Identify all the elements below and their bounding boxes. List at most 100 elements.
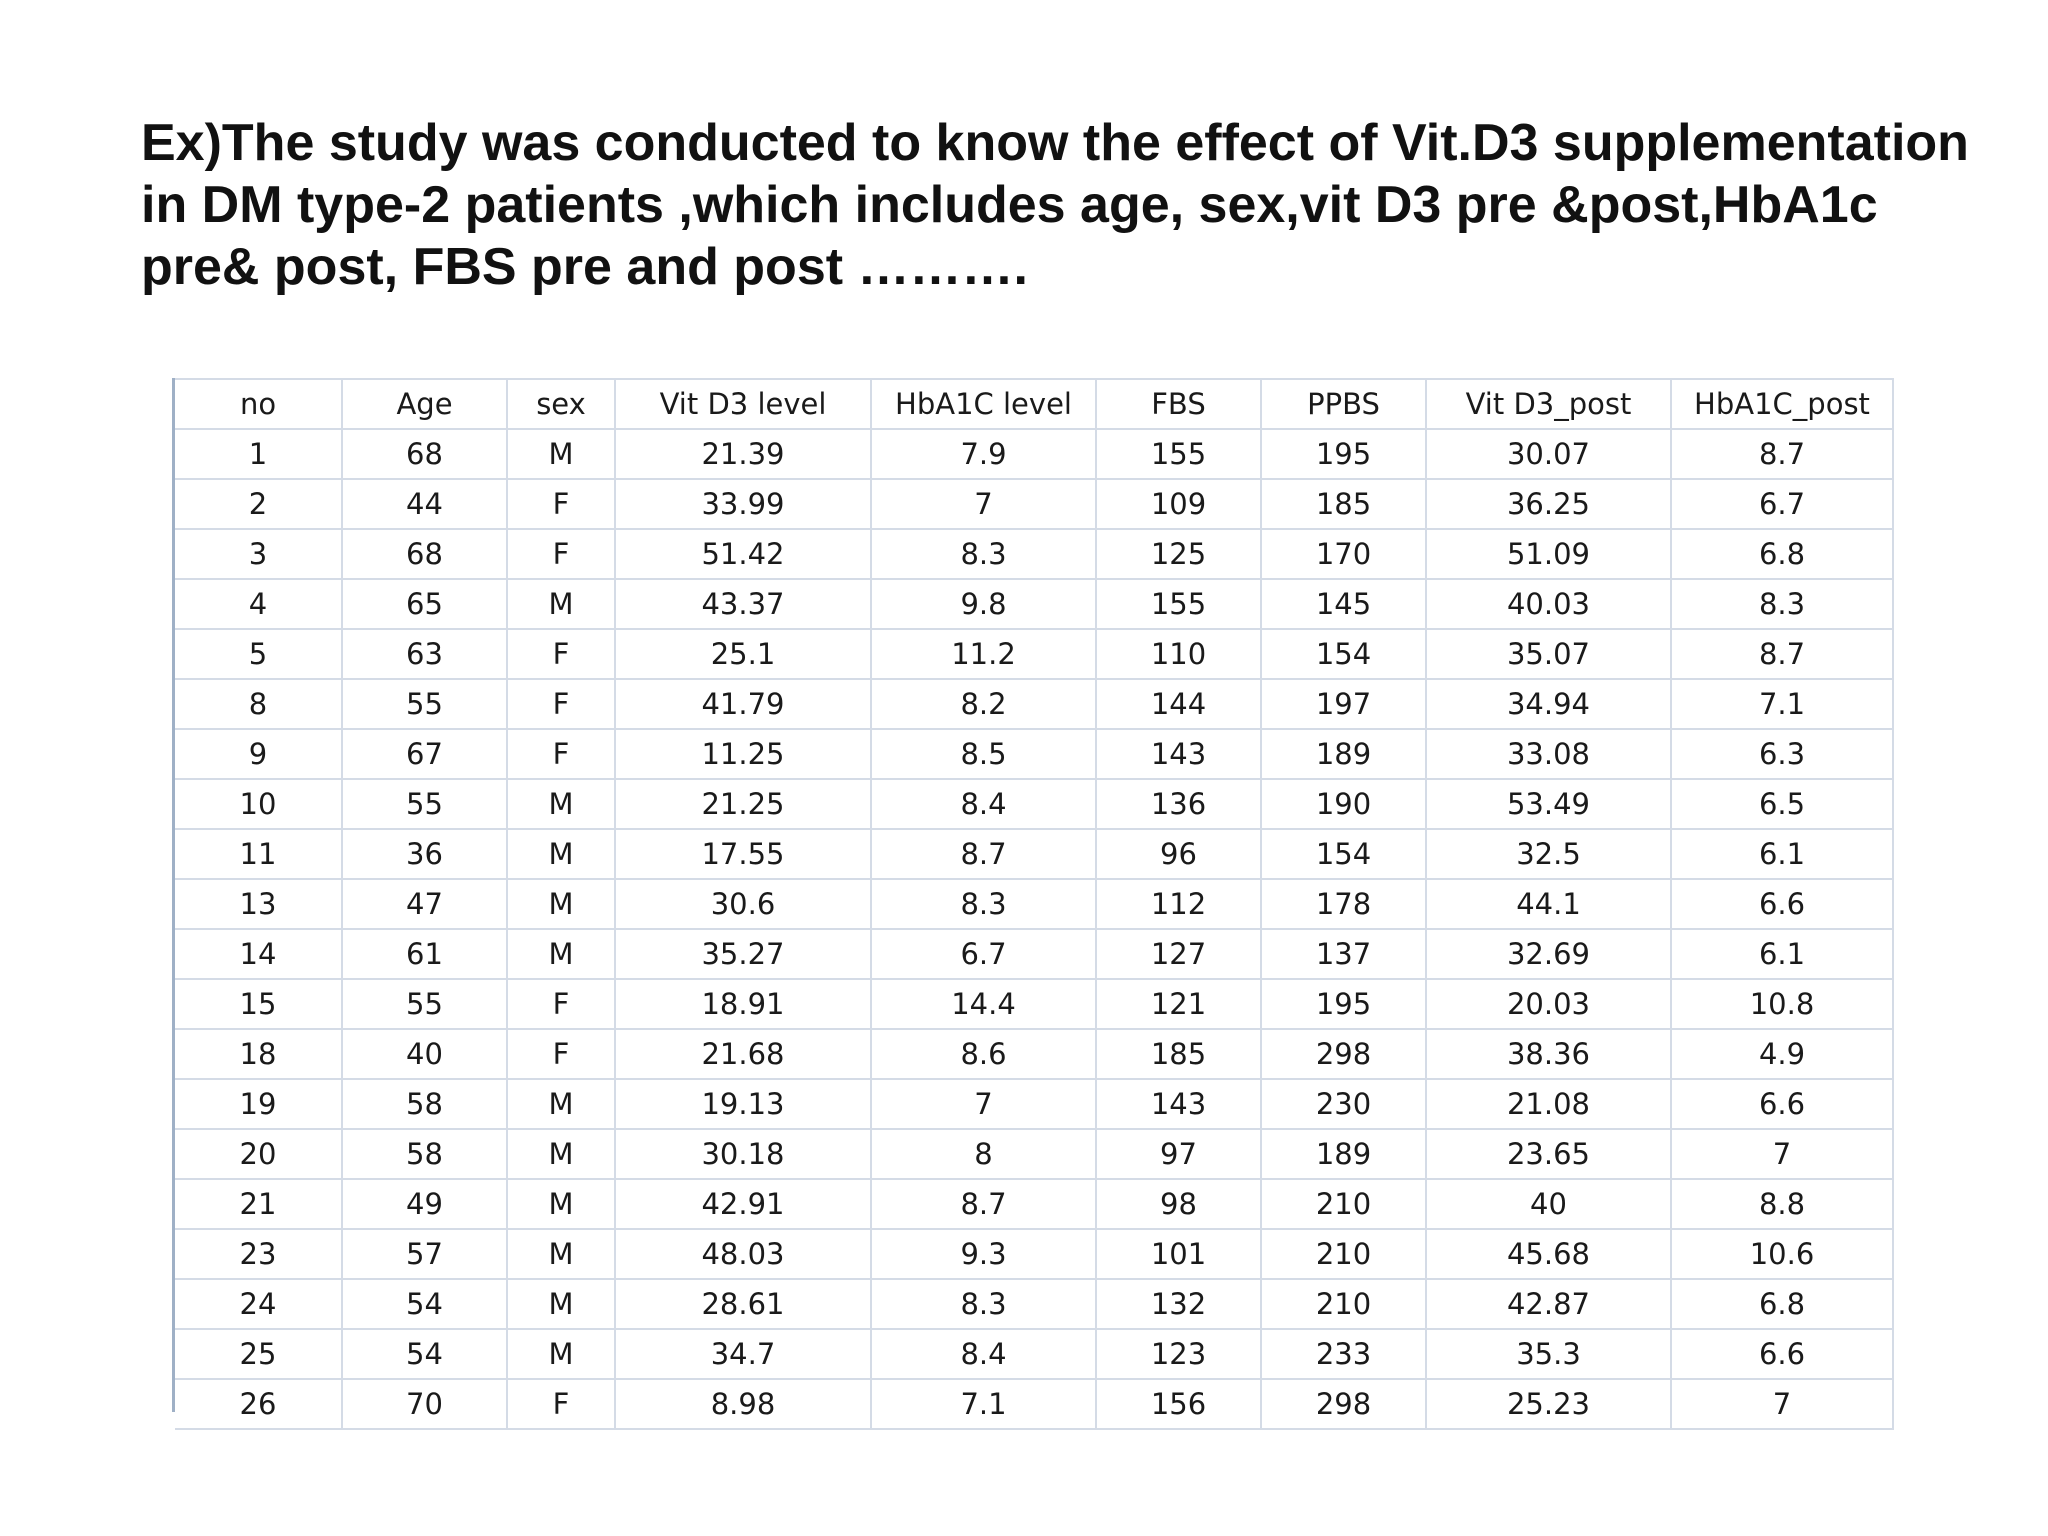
cell-no: 14 (175, 929, 343, 980)
cell-age: 63 (342, 629, 508, 680)
cell-vitd3-post: 38.36 (1426, 1029, 1672, 1080)
cell-fbs: 125 (1096, 529, 1262, 580)
column-header-sex: sex (507, 378, 616, 430)
cell-no: 20 (175, 1129, 343, 1180)
cell-hba1c-post: 10.6 (1671, 1229, 1894, 1280)
cell-vitd3-level: 34.7 (615, 1329, 872, 1380)
cell-age: 40 (342, 1029, 508, 1080)
cell-fbs: 155 (1096, 579, 1262, 630)
cell-age: 57 (342, 1229, 508, 1280)
table-row: 2 44 F 33.99 7 109 185 36.25 6.7 (175, 479, 1894, 530)
title-line-1: Ex)The study was conducted to know the e… (141, 114, 1969, 172)
cell-ppbs: 298 (1261, 1029, 1427, 1080)
cell-vitd3-level: 41.79 (615, 679, 872, 730)
table-row: 21 49 M 42.91 8.7 98 210 40 8.8 (175, 1179, 1894, 1230)
cell-no: 23 (175, 1229, 343, 1280)
cell-vitd3-post: 33.08 (1426, 729, 1672, 780)
cell-age: 68 (342, 429, 508, 480)
cell-sex: F (507, 629, 616, 680)
cell-vitd3-post: 44.1 (1426, 879, 1672, 930)
cell-sex: M (507, 1229, 616, 1280)
cell-no: 19 (175, 1079, 343, 1130)
table-row: 10 55 M 21.25 8.4 136 190 53.49 6.5 (175, 779, 1894, 830)
cell-ppbs: 233 (1261, 1329, 1427, 1380)
table-header-row: no Age sex Vit D3 level HbA1C level FBS … (175, 378, 1894, 430)
cell-vitd3-post: 36.25 (1426, 479, 1672, 530)
cell-hba1c-level: 7 (871, 479, 1097, 530)
cell-vitd3-level: 30.18 (615, 1129, 872, 1180)
cell-hba1c-post: 6.7 (1671, 479, 1894, 530)
cell-fbs: 185 (1096, 1029, 1262, 1080)
cell-hba1c-post: 7 (1671, 1129, 1894, 1180)
cell-hba1c-level: 8.4 (871, 1329, 1097, 1380)
cell-sex: M (507, 1179, 616, 1230)
cell-ppbs: 197 (1261, 679, 1427, 730)
cell-hba1c-level: 8.7 (871, 829, 1097, 880)
cell-hba1c-level: 8.3 (871, 879, 1097, 930)
cell-no: 24 (175, 1279, 343, 1330)
cell-fbs: 136 (1096, 779, 1262, 830)
table-row: 18 40 F 21.68 8.6 185 298 38.36 4.9 (175, 1029, 1894, 1080)
cell-hba1c-post: 6.5 (1671, 779, 1894, 830)
data-table: no Age sex Vit D3 level HbA1C level FBS … (175, 378, 1894, 1430)
cell-sex: M (507, 1279, 616, 1330)
cell-fbs: 97 (1096, 1129, 1262, 1180)
table-body: 1 68 M 21.39 7.9 155 195 30.07 8.7 2 44 F 33.99 7 109 1… (175, 429, 1894, 1430)
cell-age: 55 (342, 679, 508, 730)
cell-sex: F (507, 479, 616, 530)
cell-vitd3-level: 11.25 (615, 729, 872, 780)
cell-hba1c-level: 6.7 (871, 929, 1097, 980)
cell-hba1c-level: 8.4 (871, 779, 1097, 830)
cell-ppbs: 210 (1261, 1279, 1427, 1330)
cell-vitd3-level: 21.39 (615, 429, 872, 480)
cell-no: 9 (175, 729, 343, 780)
cell-vitd3-post: 53.49 (1426, 779, 1672, 830)
table-row: 11 36 M 17.55 8.7 96 154 32.5 6.1 (175, 829, 1894, 880)
cell-ppbs: 137 (1261, 929, 1427, 980)
cell-vitd3-post: 34.94 (1426, 679, 1672, 730)
cell-vitd3-post: 45.68 (1426, 1229, 1672, 1280)
cell-age: 58 (342, 1079, 508, 1130)
cell-vitd3-level: 8.98 (615, 1379, 872, 1430)
cell-age: 36 (342, 829, 508, 880)
cell-sex: M (507, 829, 616, 880)
table-row: 20 58 M 30.18 8 97 189 23.65 7 (175, 1129, 1894, 1180)
cell-ppbs: 190 (1261, 779, 1427, 830)
cell-hba1c-level: 14.4 (871, 979, 1097, 1030)
table-row: 3 68 F 51.42 8.3 125 170 51.09 6.8 (175, 529, 1894, 580)
cell-age: 54 (342, 1329, 508, 1380)
table-row: 13 47 M 30.6 8.3 112 178 44.1 6.6 (175, 879, 1894, 930)
cell-no: 2 (175, 479, 343, 530)
cell-fbs: 144 (1096, 679, 1262, 730)
cell-ppbs: 298 (1261, 1379, 1427, 1430)
cell-age: 44 (342, 479, 508, 530)
cell-ppbs: 195 (1261, 979, 1427, 1030)
cell-hba1c-level: 8.3 (871, 1279, 1097, 1330)
cell-vitd3-level: 30.6 (615, 879, 872, 930)
cell-vitd3-level: 21.25 (615, 779, 872, 830)
column-header-vitd3-post: Vit D3_post (1426, 378, 1672, 430)
cell-ppbs: 178 (1261, 879, 1427, 930)
cell-ppbs: 185 (1261, 479, 1427, 530)
cell-hba1c-post: 6.6 (1671, 1079, 1894, 1130)
cell-vitd3-post: 51.09 (1426, 529, 1672, 580)
cell-vitd3-post: 42.87 (1426, 1279, 1672, 1330)
cell-fbs: 112 (1096, 879, 1262, 930)
column-header-ppbs: PPBS (1261, 378, 1427, 430)
cell-sex: F (507, 979, 616, 1030)
cell-no: 25 (175, 1329, 343, 1380)
cell-hba1c-level: 8.6 (871, 1029, 1097, 1080)
cell-hba1c-post: 4.9 (1671, 1029, 1894, 1080)
cell-hba1c-post: 8.7 (1671, 629, 1894, 680)
page-title: Ex)The study was conducted to know the e… (141, 112, 2021, 298)
cell-ppbs: 154 (1261, 629, 1427, 680)
cell-vitd3-level: 28.61 (615, 1279, 872, 1330)
cell-no: 10 (175, 779, 343, 830)
cell-fbs: 98 (1096, 1179, 1262, 1230)
cell-vitd3-post: 20.03 (1426, 979, 1672, 1030)
cell-age: 49 (342, 1179, 508, 1230)
cell-age: 47 (342, 879, 508, 930)
cell-hba1c-post: 6.6 (1671, 1329, 1894, 1380)
table-row: 8 55 F 41.79 8.2 144 197 34.94 7.1 (175, 679, 1894, 730)
cell-no: 21 (175, 1179, 343, 1230)
